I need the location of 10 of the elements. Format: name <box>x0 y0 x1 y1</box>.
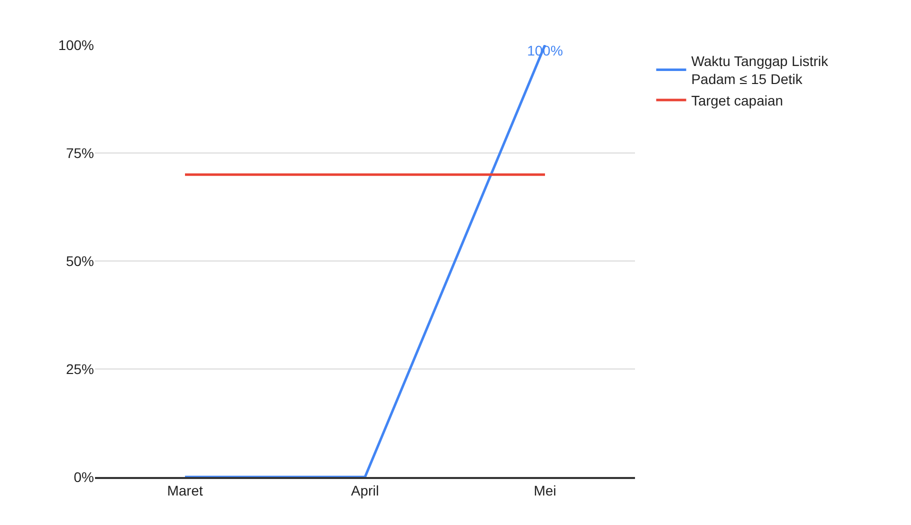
legend-label: Target capaian <box>691 92 784 108</box>
x-tick-label: Mei <box>534 482 556 499</box>
y-tick-label: 50% <box>66 252 94 269</box>
y-tick-label: 25% <box>66 360 94 377</box>
x-tick-label: April <box>350 482 380 499</box>
legend-label: Waktu Tanggap Listrik Padam ≤ 15 Detik <box>691 53 830 88</box>
y-tick-label: 75% <box>66 144 94 161</box>
x-tick-label: Maret <box>167 482 203 499</box>
y-tick-label: 100% <box>58 36 94 53</box>
y-tick-label: 0% <box>74 468 94 485</box>
